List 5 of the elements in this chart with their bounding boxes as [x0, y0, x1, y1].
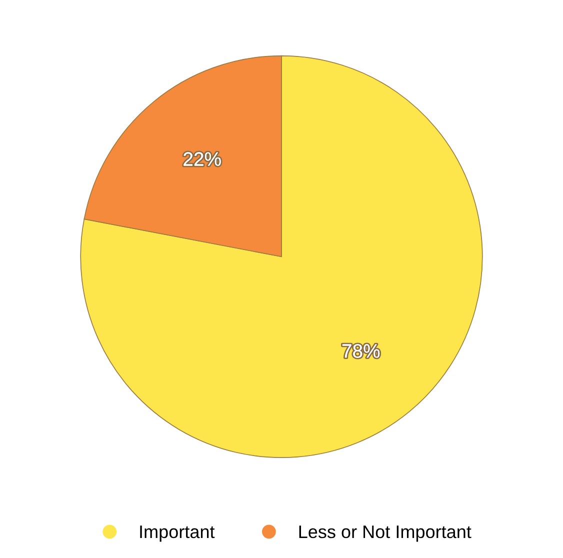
pie-slice	[80, 55, 483, 458]
legend-label: Important	[140, 526, 215, 542]
legend-label: Less or Not Important	[299, 526, 472, 542]
data-label: 22%	[184, 152, 221, 166]
data-label: 78%	[342, 344, 380, 358]
